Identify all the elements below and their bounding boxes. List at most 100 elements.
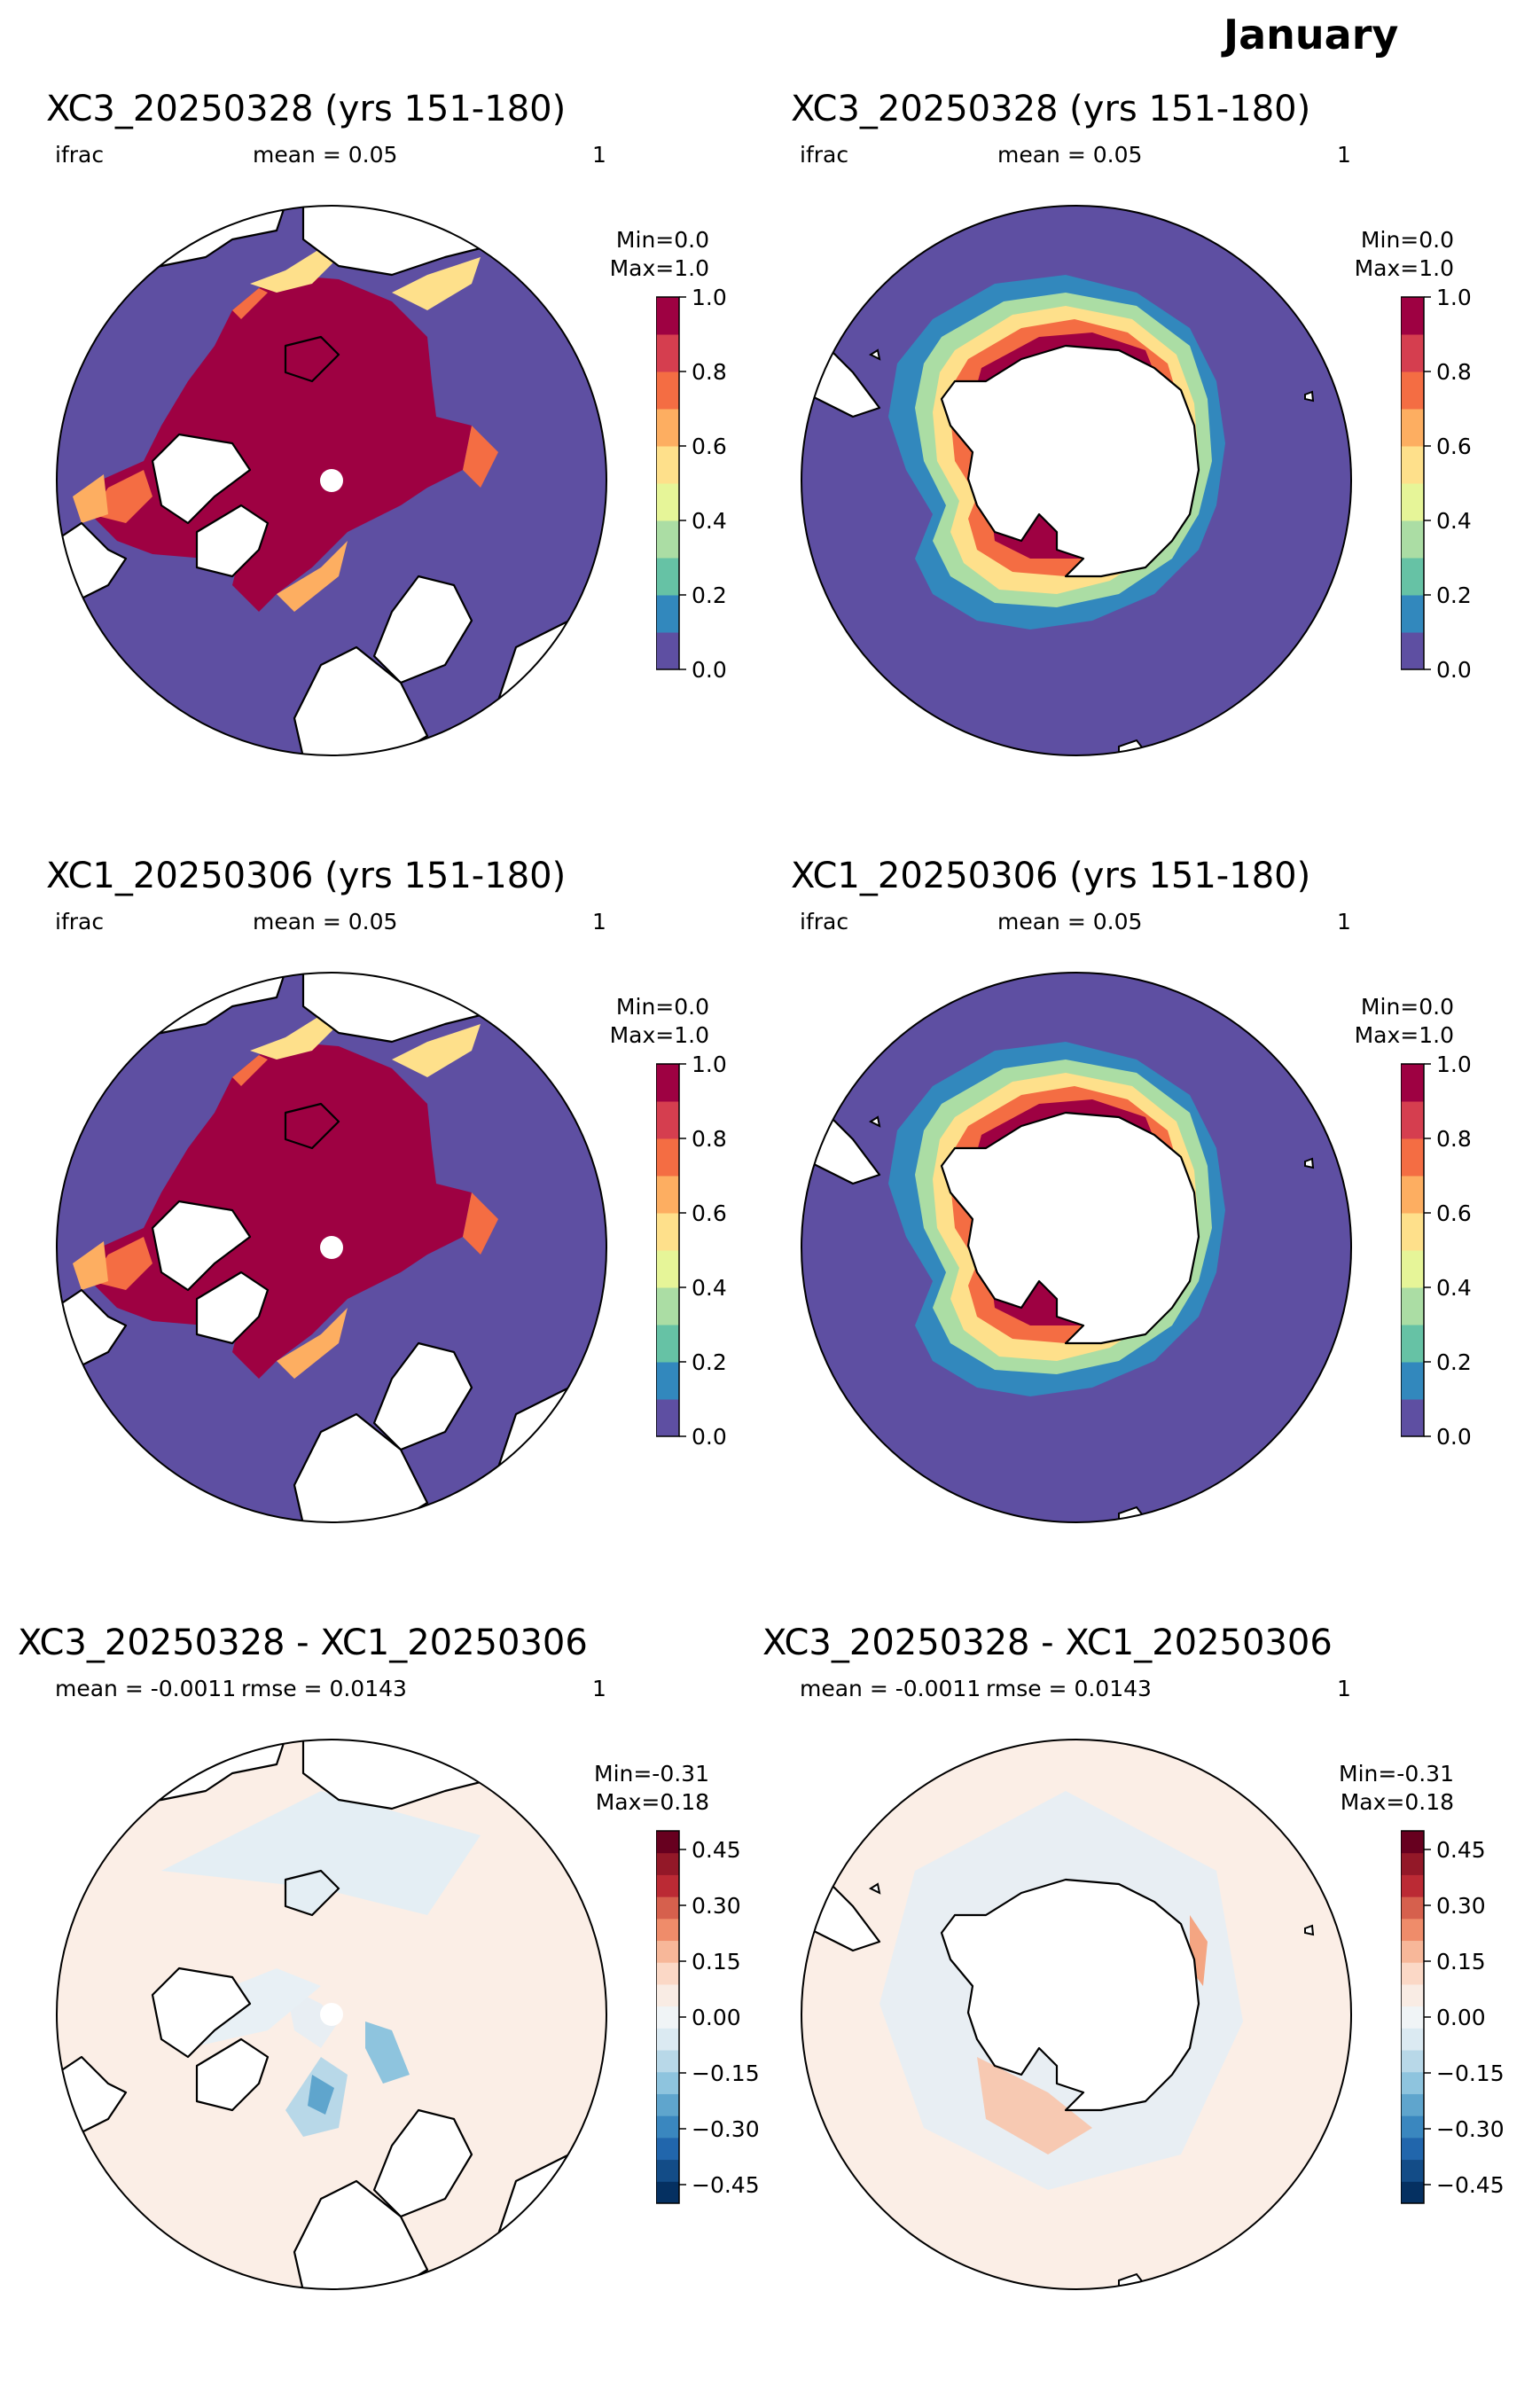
colorbar-segment [1401,595,1424,633]
colorbar-segment [656,1831,679,1854]
panel-extra-label: 1 [592,142,606,168]
panel-title: XC1_20250306 (yrs 151-180) [46,856,567,896]
colorbar-segment [1401,2181,1424,2204]
colorbar-segment [1401,2050,1424,2073]
colorbar-segment [1401,2115,1424,2139]
colorbar-segment [656,1250,679,1288]
colorbar-tick-label: 0.4 [1436,508,1472,534]
panel-statistic-label: mean = 0.05 [997,142,1143,168]
min-value: Min=-0.31 [594,1761,709,1787]
min-max-label: Min=0.0 Max=1.0 [1312,993,1454,1050]
colorbar-segment [656,2115,679,2139]
panel-title: XC3_20250328 - XC1_20250306 [762,1623,1333,1663]
colorbar-segment [656,558,679,596]
colorbar-segment [1401,1064,1424,1102]
panel-title: XC3_20250328 - XC1_20250306 [18,1623,588,1663]
polar-map-south [801,972,1352,1523]
colorbar-segment [1401,1287,1424,1325]
colorbar-segment [656,297,679,335]
min-max-label: Min=0.0 Max=1.0 [1312,226,1454,283]
map-panel-south-ice: XC1_20250306 (yrs 151-180) ifrac mean = 0.… [745,856,1507,1618]
colorbar-segment [656,1101,679,1139]
colorbar-segment [656,1325,679,1363]
panel-variable-label: ifrac [55,142,105,168]
max-value: Max=1.0 [1354,1022,1454,1048]
colorbar: 0.0 0.2 0.4 0.6 0.8 1.0 [1401,1055,1472,1450]
colorbar-tick-label: 0.30 [692,1893,741,1919]
colorbar-segment [1401,1831,1424,1854]
colorbar-segment [656,2181,679,2204]
polar-map-north [56,205,607,756]
colorbar-segment [656,1176,679,1214]
panel-statistic-label: mean = 0.05 [997,909,1143,934]
colorbar-tick-label: 0.4 [1436,1275,1472,1301]
map-panel-south-ice: XC3_20250328 (yrs 151-180) ifrac mean = 0.… [745,89,1507,851]
colorbar-segment [656,1399,679,1437]
min-max-label: Min=0.0 Max=1.0 [567,226,709,283]
colorbar-tick-label: 0.00 [1436,2005,1486,2030]
colorbar-segment [656,520,679,559]
colorbar-tick-label: 0.6 [1436,434,1472,459]
colorbar-segment [1401,371,1424,410]
colorbar-segment [656,1138,679,1177]
colorbar-segment [1401,334,1424,372]
colorbar-tick-label: 0.8 [1436,359,1472,385]
colorbar-tick-label: 0.15 [692,1949,741,1974]
colorbar-segment [1401,1138,1424,1177]
panel-extra-label: 1 [592,909,606,934]
colorbar-tick-label: −0.45 [1436,2172,1505,2198]
max-value: Max=0.18 [1340,1789,1454,1815]
colorbar-segment [656,2093,679,2116]
colorbar-segment [656,1896,679,1920]
colorbar-tick-label: 0.2 [692,1349,727,1375]
colorbar-tick-label: 0.6 [692,434,727,459]
polar-map-south [801,205,1352,756]
colorbar-segment [1401,2137,1424,2161]
colorbar-segment [656,632,679,670]
panel-variable-label: ifrac [55,909,105,934]
min-max-label: Min=-0.31 Max=0.18 [567,1760,709,1817]
colorbar-segment [1401,2159,1424,2182]
panel-title: XC1_20250306 (yrs 151-180) [791,856,1311,896]
colorbar-segment [1401,632,1424,670]
colorbar-tick-label: 1.0 [692,288,727,310]
colorbar-segment [1401,1852,1424,1875]
colorbar-tick-label: 0.30 [1436,1893,1486,1919]
colorbar-segment [1401,1176,1424,1214]
colorbar-tick-label: 0.00 [692,2005,741,2030]
panel-title: XC3_20250328 (yrs 151-180) [791,89,1311,129]
colorbar-segment [656,334,679,372]
colorbar-segment [1401,409,1424,447]
colorbar-tick-label: 0.15 [1436,1949,1486,1974]
colorbar-segment [1401,2093,1424,2116]
colorbar-segment [656,1874,679,1897]
colorbar-tick-label: 1.0 [1436,1055,1472,1077]
panel-variable-label: mean = -0.0011 [800,1676,981,1701]
colorbar-segment [1401,1101,1424,1139]
colorbar-tick-label: 0.0 [1436,1424,1472,1450]
colorbar-segment [1401,1213,1424,1251]
colorbar-segment [1401,1362,1424,1400]
colorbar-segment [656,1940,679,1963]
colorbar-segment [656,1983,679,2007]
colorbar-tick-label: −0.45 [692,2172,760,2198]
colorbar-tick-label: 0.8 [1436,1126,1472,1152]
colorbar-segment [656,446,679,484]
colorbar: −0.45 −0.30 −0.15 0.00 0.15 0.30 0.45 [1401,1830,1505,2204]
colorbar: 0.0 0.2 0.4 0.6 0.8 1.0 [656,1055,727,1450]
colorbar-segment [656,2159,679,2182]
min-value: Min=0.0 [615,227,709,253]
colorbar-tick-label: 0.6 [692,1200,727,1226]
colorbar-tick-label: 0.2 [1436,583,1472,608]
colorbar-segment [656,595,679,633]
colorbar-segment [1401,2028,1424,2051]
colorbar-segment [656,409,679,447]
panel-variable-label: mean = -0.0011 [55,1676,237,1701]
colorbar-segment [656,2050,679,2073]
panel-extra-label: 1 [592,1676,606,1701]
colorbar-tick-label: −0.30 [1436,2116,1505,2142]
colorbar: 0.0 0.2 0.4 0.6 0.8 1.0 [656,288,727,683]
colorbar-tick-label: 0.0 [692,657,727,683]
colorbar-segment [1401,297,1424,335]
